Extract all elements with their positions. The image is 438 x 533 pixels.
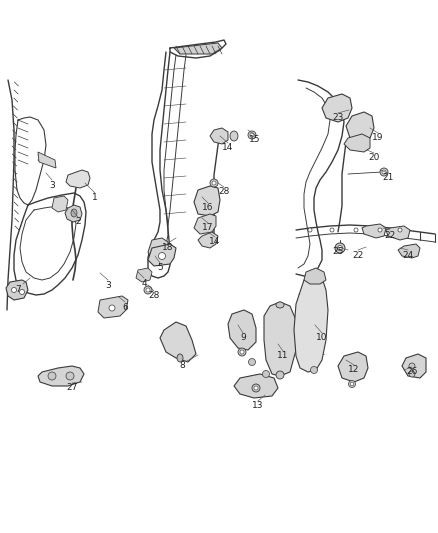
Polygon shape	[66, 170, 90, 188]
Circle shape	[109, 305, 115, 311]
Ellipse shape	[276, 302, 284, 308]
Polygon shape	[198, 232, 218, 248]
Circle shape	[349, 381, 356, 387]
Circle shape	[354, 228, 358, 232]
Text: 11: 11	[277, 351, 289, 360]
Text: 28: 28	[218, 188, 230, 197]
Polygon shape	[148, 238, 168, 260]
Text: 20: 20	[368, 154, 380, 163]
Circle shape	[144, 286, 152, 294]
Circle shape	[146, 288, 150, 292]
Polygon shape	[174, 43, 222, 54]
Text: 22: 22	[385, 230, 396, 239]
Circle shape	[252, 384, 260, 392]
Circle shape	[212, 181, 216, 185]
Circle shape	[240, 350, 244, 354]
Ellipse shape	[230, 131, 238, 141]
Polygon shape	[148, 244, 176, 266]
Polygon shape	[294, 276, 328, 372]
Text: 17: 17	[202, 223, 214, 232]
Polygon shape	[136, 268, 152, 282]
Text: 14: 14	[223, 143, 234, 152]
Circle shape	[262, 370, 269, 377]
Text: 21: 21	[382, 174, 394, 182]
Polygon shape	[194, 186, 220, 216]
Circle shape	[159, 253, 166, 260]
Polygon shape	[234, 374, 278, 398]
Text: 22: 22	[353, 251, 364, 260]
Text: 3: 3	[49, 181, 55, 190]
Polygon shape	[346, 112, 374, 142]
Polygon shape	[65, 205, 82, 222]
Text: 27: 27	[66, 384, 78, 392]
Ellipse shape	[71, 209, 77, 217]
Circle shape	[398, 228, 402, 232]
Ellipse shape	[177, 354, 183, 362]
Text: 2: 2	[75, 217, 81, 227]
Circle shape	[335, 243, 345, 253]
Circle shape	[20, 289, 25, 295]
Polygon shape	[322, 94, 352, 122]
Text: 9: 9	[240, 334, 246, 343]
Circle shape	[409, 363, 415, 369]
Text: 25: 25	[332, 247, 344, 256]
Circle shape	[311, 367, 318, 374]
Text: 23: 23	[332, 114, 344, 123]
Text: 16: 16	[202, 204, 214, 213]
Polygon shape	[402, 354, 426, 378]
Polygon shape	[362, 224, 386, 238]
Circle shape	[338, 246, 343, 251]
Circle shape	[48, 372, 56, 380]
Polygon shape	[6, 280, 28, 300]
Text: 10: 10	[316, 334, 328, 343]
Polygon shape	[386, 226, 410, 240]
Polygon shape	[38, 152, 56, 168]
Polygon shape	[338, 352, 368, 382]
Text: 8: 8	[179, 361, 185, 370]
Circle shape	[248, 131, 256, 139]
Polygon shape	[344, 134, 370, 152]
Text: 6: 6	[122, 303, 128, 311]
Text: 14: 14	[209, 238, 221, 246]
Polygon shape	[264, 302, 296, 376]
Text: 7: 7	[15, 285, 21, 294]
Text: 12: 12	[348, 366, 360, 375]
Polygon shape	[228, 310, 256, 350]
Circle shape	[409, 371, 415, 377]
Polygon shape	[38, 366, 84, 386]
Polygon shape	[210, 128, 228, 144]
Circle shape	[210, 179, 218, 187]
Text: 19: 19	[372, 133, 384, 142]
Text: 28: 28	[148, 292, 160, 301]
Polygon shape	[52, 196, 68, 212]
Circle shape	[382, 170, 386, 174]
Text: 3: 3	[105, 280, 111, 289]
Circle shape	[276, 371, 284, 379]
Circle shape	[66, 372, 74, 380]
Text: 1: 1	[92, 193, 98, 203]
Text: 18: 18	[162, 244, 174, 253]
Circle shape	[248, 359, 255, 366]
Circle shape	[250, 133, 254, 137]
Polygon shape	[398, 244, 420, 258]
Text: 5: 5	[157, 263, 163, 272]
Circle shape	[254, 386, 258, 390]
Text: 24: 24	[403, 251, 413, 260]
Polygon shape	[98, 296, 128, 318]
Circle shape	[380, 168, 388, 176]
Circle shape	[308, 228, 312, 232]
Polygon shape	[160, 322, 196, 362]
Circle shape	[330, 228, 334, 232]
Circle shape	[350, 382, 354, 386]
Circle shape	[11, 287, 17, 293]
Polygon shape	[194, 214, 216, 234]
Polygon shape	[304, 268, 326, 284]
Text: 13: 13	[252, 401, 264, 410]
Text: 15: 15	[249, 135, 261, 144]
Text: 26: 26	[406, 367, 418, 376]
Text: 4: 4	[141, 279, 147, 287]
Circle shape	[378, 228, 382, 232]
Circle shape	[238, 348, 246, 356]
